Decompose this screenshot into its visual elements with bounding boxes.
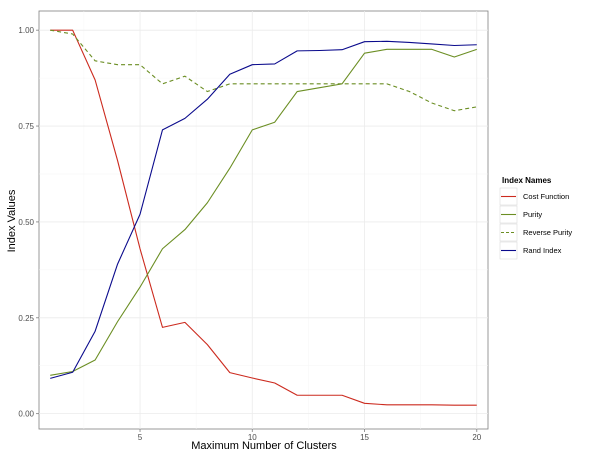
axis-ticks: 5 10 15 20 0.00 0.25 0.50 0.75 1.00: [18, 26, 481, 442]
y-tick-label: 0.00: [18, 410, 34, 419]
y-tick-label: 1.00: [18, 26, 34, 35]
legend-label-rand-index: Rand Index: [523, 246, 562, 255]
x-axis-title: Maximum Number of Clusters: [191, 440, 337, 452]
y-tick-label: 0.25: [18, 314, 34, 323]
legend-label-cost-function: Cost Function: [523, 192, 569, 201]
y-tick-label: 0.50: [18, 218, 34, 227]
series-line-purity: [50, 48, 477, 376]
x-tick-label: 10: [248, 433, 257, 442]
legend-label-reverse-purity: Reverse Purity: [523, 228, 572, 237]
x-tick-label: 20: [472, 433, 481, 442]
series-line-cost-function: [50, 29, 477, 406]
legend: Index Names Cost Function Purity Reverse P…: [499, 176, 572, 260]
series-lines: [50, 29, 477, 406]
grid-lines: [39, 11, 488, 429]
series-line-reverse-purity: [50, 29, 477, 112]
y-axis-title: Index Values: [6, 189, 18, 252]
legend-label-purity: Purity: [523, 210, 542, 219]
plot-panel: [38, 10, 489, 430]
x-tick-label: 15: [360, 433, 369, 442]
x-tick-label: 5: [138, 433, 143, 442]
y-tick-label: 0.75: [18, 122, 34, 131]
legend-title: Index Names: [502, 176, 552, 185]
series-line-rand-index: [50, 40, 477, 379]
